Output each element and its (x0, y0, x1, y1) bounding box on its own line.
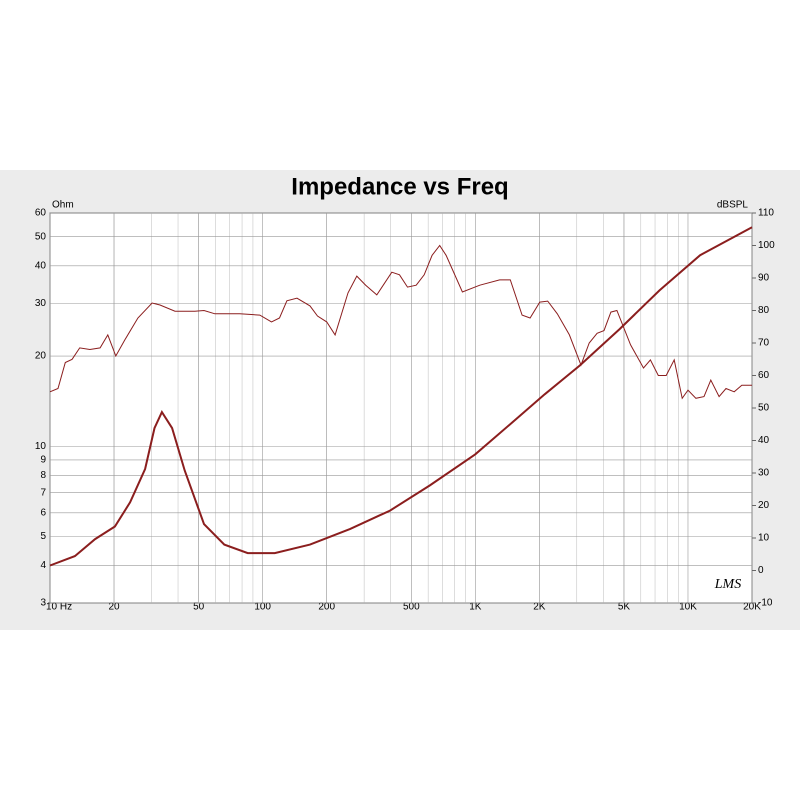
y-tick-label: 50 (35, 231, 47, 242)
y2-tick-label: 100 (758, 240, 775, 251)
series-line (49, 226, 753, 567)
series-line (49, 244, 752, 400)
x-tick-label: 1K (469, 602, 482, 613)
chart-title: Impedance vs Freq (291, 173, 508, 200)
x-tick-label: 50 (193, 602, 205, 613)
y-tick-label: 10 (35, 441, 47, 452)
y-tick-label: 4 (40, 560, 46, 571)
y2-axis-label: dBSPL (717, 200, 749, 211)
x-tick-label: 20 (108, 602, 120, 613)
x-tick-label: 200 (318, 602, 335, 613)
y2-tick-label: -10 (758, 598, 773, 609)
plot-area (49, 212, 753, 604)
y2-tick-label: 90 (758, 273, 770, 284)
x-tick-label: 100 (254, 602, 271, 613)
annotation: LMS (714, 577, 741, 592)
y2-tick-label: 10 (758, 533, 770, 544)
y-tick-label: 8 (40, 470, 46, 481)
y-tick-label: 30 (35, 298, 47, 309)
y-tick-label: 9 (40, 455, 46, 466)
x-tick-label: 5K (618, 602, 631, 613)
y-tick-label: 20 (35, 351, 47, 362)
y-tick-label: 6 (40, 507, 46, 518)
y-tick-label: 7 (40, 487, 46, 498)
y2-tick-label: 40 (758, 435, 770, 446)
x-tick-label: 20K (743, 602, 761, 613)
y-tick-label: 40 (35, 260, 47, 271)
y2-tick-label: 0 (758, 565, 764, 576)
y2-tick-label: 70 (758, 338, 770, 349)
y-tick-label: 5 (40, 531, 46, 542)
y2-tick-label: 80 (758, 305, 770, 316)
x-tick-label: 2K (533, 602, 546, 613)
y2-tick-label: 20 (758, 500, 770, 511)
y-tick-label: 3 (40, 598, 46, 609)
x-tick-label: 10 Hz (46, 602, 72, 613)
x-tick-label: 500 (403, 602, 420, 613)
y2-tick-label: 50 (758, 403, 770, 414)
x-tick-label: 10K (679, 602, 697, 613)
y2-tick-label: 60 (758, 370, 770, 381)
y-tick-label: 60 (35, 208, 47, 219)
y-axis-label: Ohm (52, 200, 74, 211)
y2-tick-label: 110 (758, 208, 774, 219)
y2-tick-label: 30 (758, 468, 770, 479)
